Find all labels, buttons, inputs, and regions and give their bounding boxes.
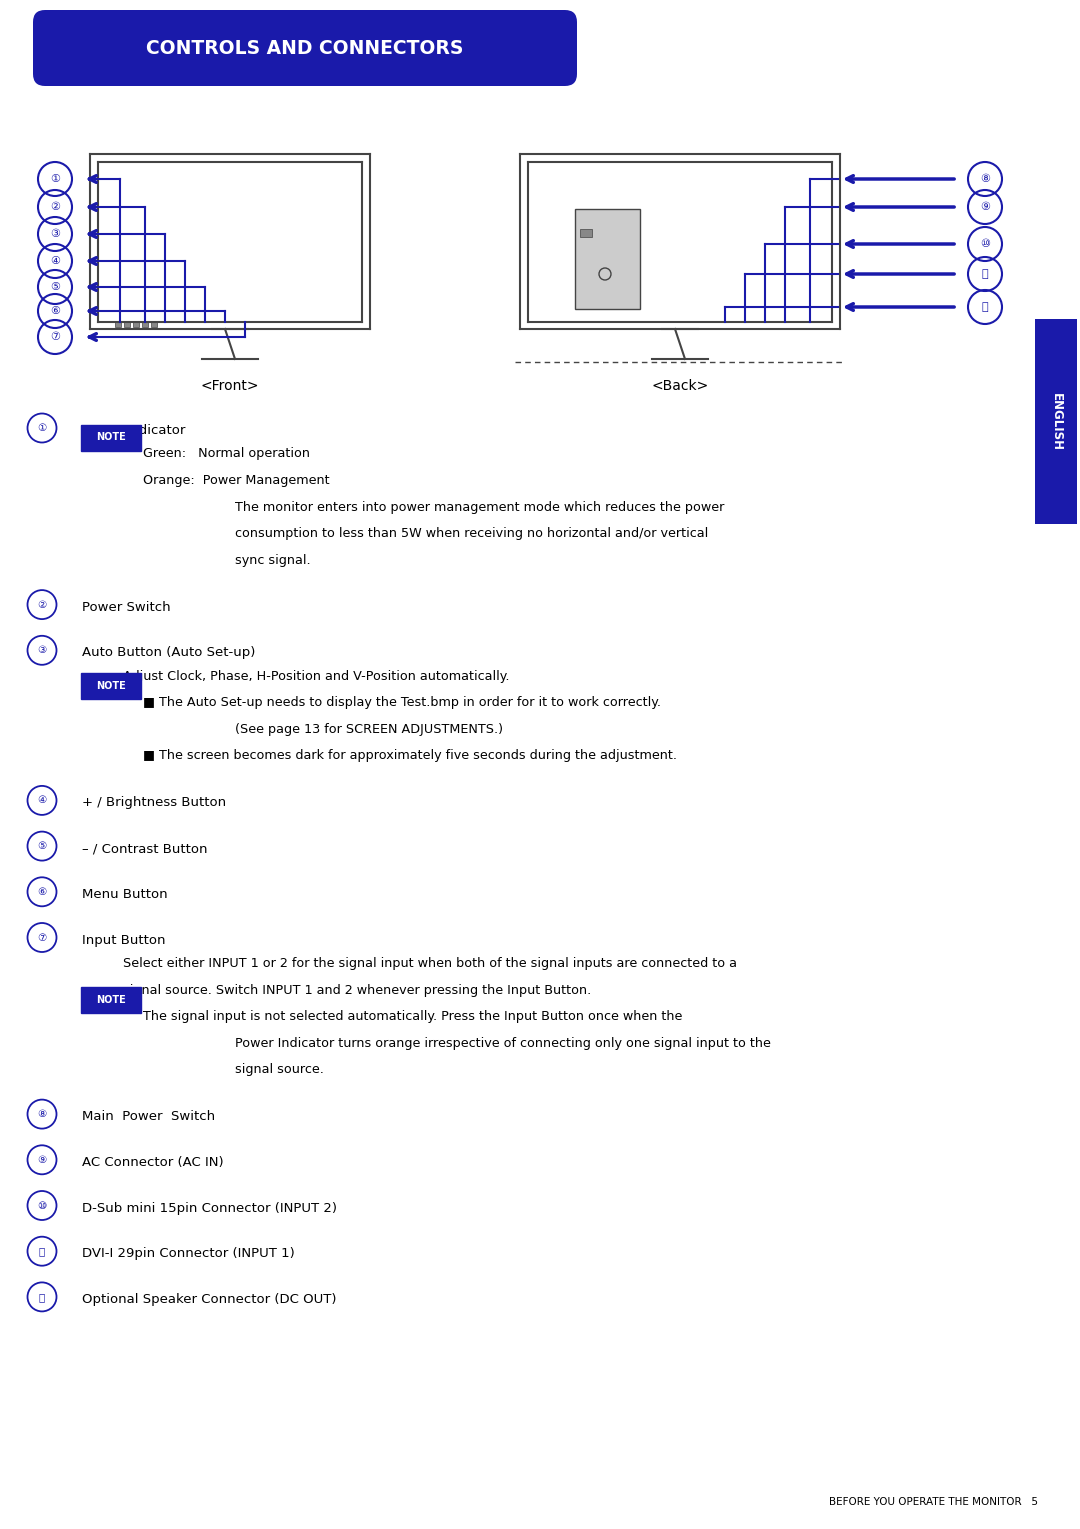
Text: ④: ④ [38, 795, 46, 806]
Text: ⑪: ⑪ [39, 1246, 45, 1257]
Text: ⑫: ⑫ [982, 303, 988, 312]
Text: ⑩: ⑩ [38, 1200, 46, 1211]
FancyBboxPatch shape [81, 425, 141, 451]
Text: ⑧: ⑧ [38, 1109, 46, 1119]
Text: NOTE: NOTE [96, 995, 126, 1005]
FancyBboxPatch shape [81, 673, 141, 699]
FancyBboxPatch shape [1035, 320, 1077, 524]
Text: ⑦: ⑦ [50, 332, 60, 342]
Text: ⑩: ⑩ [980, 239, 990, 249]
Text: ⑤: ⑤ [50, 281, 60, 292]
Text: Input Button: Input Button [82, 934, 165, 946]
Text: ⑫: ⑫ [39, 1292, 45, 1301]
Text: The monitor enters into power management mode which reduces the power: The monitor enters into power management… [235, 500, 725, 514]
Text: DVI-I 29pin Connector (INPUT 1): DVI-I 29pin Connector (INPUT 1) [82, 1248, 295, 1260]
Text: – / Contrast Button: – / Contrast Button [82, 842, 207, 855]
Text: ①: ① [50, 174, 60, 183]
Text: ⑥: ⑥ [38, 887, 46, 898]
Text: ■ The Auto Set-up needs to display the Test.bmp in order for it to work correctl: ■ The Auto Set-up needs to display the T… [143, 696, 661, 709]
Text: D-Sub mini 15pin Connector (INPUT 2): D-Sub mini 15pin Connector (INPUT 2) [82, 1202, 337, 1214]
Text: The signal input is not selected automatically. Press the Input Button once when: The signal input is not selected automat… [143, 1011, 683, 1023]
Text: Optional Speaker Connector (DC OUT): Optional Speaker Connector (DC OUT) [82, 1294, 337, 1306]
Text: NOTE: NOTE [96, 682, 126, 691]
Text: CONTROLS AND CONNECTORS: CONTROLS AND CONNECTORS [146, 38, 463, 58]
Text: ②: ② [50, 202, 60, 213]
Bar [575, 209, 640, 309]
Text: ⑥: ⑥ [50, 306, 60, 317]
Text: Orange:  Power Management: Orange: Power Management [143, 474, 329, 488]
Text: signal source.: signal source. [235, 1063, 324, 1076]
Text: ③: ③ [50, 229, 60, 239]
Bar [141, 321, 148, 327]
FancyBboxPatch shape [33, 11, 577, 86]
Text: ③: ③ [38, 645, 46, 656]
Text: Power Switch: Power Switch [82, 601, 171, 613]
Bar [151, 321, 157, 327]
Text: ①: ① [38, 424, 46, 433]
Text: NOTE: NOTE [96, 433, 126, 442]
Text: Power Indicator turns orange irrespective of connecting only one signal input to: Power Indicator turns orange irrespectiv… [235, 1037, 771, 1049]
Text: Green:   Normal operation: Green: Normal operation [143, 448, 310, 460]
Bar [580, 229, 592, 237]
Text: signal source. Switch INPUT 1 and 2 whenever pressing the Input Button.: signal source. Switch INPUT 1 and 2 when… [123, 983, 591, 997]
Text: (See page 13 for SCREEN ADJUSTMENTS.): (See page 13 for SCREEN ADJUSTMENTS.) [235, 723, 503, 735]
Text: ENGLISH: ENGLISH [1050, 393, 1063, 451]
Text: ⑤: ⑤ [38, 841, 46, 852]
Text: Menu Button: Menu Button [82, 888, 167, 901]
Text: Auto Button (Auto Set-up): Auto Button (Auto Set-up) [82, 647, 255, 659]
Text: ■ The screen becomes dark for approximately five seconds during the adjustment.: ■ The screen becomes dark for approximat… [143, 749, 677, 763]
Text: <Back>: <Back> [651, 379, 708, 393]
Text: ⑧: ⑧ [980, 174, 990, 183]
Text: ⑦: ⑦ [38, 933, 46, 942]
Text: Select either INPUT 1 or 2 for the signal input when both of the signal inputs a: Select either INPUT 1 or 2 for the signa… [123, 957, 737, 969]
Text: Power Indicator: Power Indicator [82, 424, 186, 437]
Bar [133, 321, 139, 327]
Text: ④: ④ [50, 255, 60, 266]
Text: Main  Power  Switch: Main Power Switch [82, 1110, 215, 1124]
Text: consumption to less than 5W when receiving no horizontal and/or vertical: consumption to less than 5W when receivi… [235, 528, 708, 540]
Text: <Front>: <Front> [201, 379, 259, 393]
Text: + / Brightness Button: + / Brightness Button [82, 797, 226, 809]
Text: ⑪: ⑪ [982, 269, 988, 278]
Bar [114, 321, 121, 327]
Text: BEFORE YOU OPERATE THE MONITOR   5: BEFORE YOU OPERATE THE MONITOR 5 [829, 1497, 1038, 1508]
Text: Adjust Clock, Phase, H-Position and V-Position automatically.: Adjust Clock, Phase, H-Position and V-Po… [123, 670, 510, 683]
Text: AC Connector (AC IN): AC Connector (AC IN) [82, 1156, 224, 1168]
FancyBboxPatch shape [81, 988, 141, 1014]
Bar [124, 321, 130, 327]
Text: ②: ② [38, 599, 46, 610]
Text: ⑨: ⑨ [38, 1154, 46, 1165]
Text: ⑨: ⑨ [980, 202, 990, 213]
Text: sync signal.: sync signal. [235, 553, 311, 567]
